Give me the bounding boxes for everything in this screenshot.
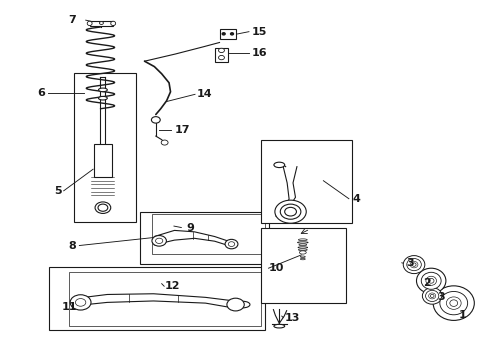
FancyBboxPatch shape [90,21,113,26]
Circle shape [95,202,111,213]
Circle shape [98,204,108,211]
Text: 3: 3 [406,258,414,268]
Circle shape [161,140,168,145]
Text: 1: 1 [459,310,467,320]
Ellipse shape [407,258,421,271]
Text: 12: 12 [165,281,180,291]
Bar [74,73,136,222]
Circle shape [70,295,91,310]
Ellipse shape [298,249,307,251]
Bar [140,212,269,264]
Bar [69,272,261,326]
Ellipse shape [422,288,442,304]
Bar [261,140,352,223]
Circle shape [227,298,244,311]
Ellipse shape [403,256,425,274]
Circle shape [228,242,235,247]
Circle shape [155,238,163,243]
Ellipse shape [446,297,461,309]
Text: 6: 6 [38,88,46,98]
Text: 3: 3 [437,292,445,302]
Circle shape [285,207,296,216]
Circle shape [225,239,238,249]
Text: 16: 16 [252,48,268,58]
Ellipse shape [421,272,441,289]
Ellipse shape [300,258,305,260]
Ellipse shape [297,242,308,243]
Ellipse shape [433,286,474,320]
Ellipse shape [299,244,307,246]
Ellipse shape [450,300,458,306]
Ellipse shape [274,162,285,167]
Circle shape [275,200,306,223]
Ellipse shape [426,276,437,285]
Text: 10: 10 [269,263,285,273]
Ellipse shape [440,292,467,315]
Ellipse shape [416,268,446,293]
Text: 9: 9 [186,222,194,233]
Bar [261,228,346,303]
Ellipse shape [412,263,416,266]
Text: 13: 13 [285,312,300,323]
Ellipse shape [274,324,285,328]
Circle shape [151,117,160,123]
Ellipse shape [299,251,306,254]
Circle shape [231,33,234,35]
Ellipse shape [98,96,107,100]
Ellipse shape [298,247,308,248]
Circle shape [75,298,86,306]
Circle shape [222,33,225,35]
Ellipse shape [428,278,434,283]
Ellipse shape [429,293,436,299]
Circle shape [280,204,301,219]
Text: 2: 2 [423,278,431,288]
Ellipse shape [425,290,439,302]
Bar [94,144,112,177]
Bar [220,29,236,39]
Bar [152,214,265,254]
Ellipse shape [410,261,418,268]
Circle shape [219,48,224,53]
Ellipse shape [111,21,116,26]
Ellipse shape [98,88,107,92]
FancyBboxPatch shape [215,48,228,62]
Text: 14: 14 [197,89,213,99]
Text: 5: 5 [54,186,62,196]
Text: 17: 17 [174,125,190,135]
Text: 4: 4 [353,194,361,204]
Ellipse shape [298,239,307,240]
Circle shape [152,235,167,246]
Circle shape [99,22,103,24]
Text: 8: 8 [69,240,76,251]
Text: 11: 11 [62,302,77,312]
Text: 15: 15 [252,27,268,37]
Ellipse shape [300,256,305,257]
Ellipse shape [430,294,434,297]
Ellipse shape [87,21,92,26]
Ellipse shape [236,301,250,308]
Text: 7: 7 [69,15,76,25]
Bar [49,267,265,330]
Circle shape [219,55,224,60]
